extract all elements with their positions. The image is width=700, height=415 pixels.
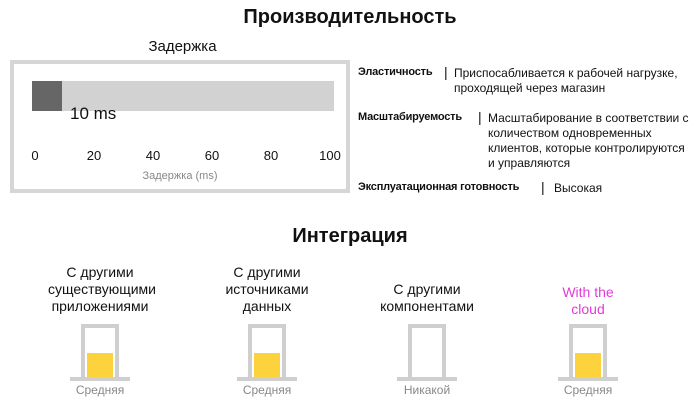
level-cup-icon <box>248 324 286 377</box>
cup-fill <box>87 352 113 377</box>
integration-level: Никакой <box>403 383 451 397</box>
integration-label: С другими компонентами <box>380 281 474 314</box>
property-separator: | <box>444 64 448 80</box>
level-cup-icon <box>408 324 446 377</box>
performance-title: Производительность <box>243 6 457 28</box>
integration-label: С другими существующими приложениями <box>48 264 156 314</box>
cup-base <box>237 377 297 381</box>
latency-label: Задержка <box>148 38 217 55</box>
cup-base <box>558 377 618 381</box>
integration-item-components: С другими компонентами Никакой <box>347 262 507 412</box>
property-separator: | <box>478 109 482 125</box>
cup-fill <box>254 352 280 377</box>
latency-fill <box>32 81 63 111</box>
latency-ticks: 0 20 40 60 80 100 <box>14 148 354 168</box>
integration-item-apps: С другими существующими приложениями Сре… <box>20 262 180 412</box>
property-name: Эксплуатационная готовность <box>358 181 520 193</box>
integration-level: Средняя <box>75 383 125 397</box>
latency-track <box>32 81 334 111</box>
property-separator: | <box>541 179 545 195</box>
property-value: Высокая <box>554 181 603 195</box>
latency-tick: 40 <box>145 148 161 163</box>
level-cup-icon <box>569 324 607 377</box>
integration-title: Интеграция <box>292 225 408 247</box>
cup-base <box>397 377 457 381</box>
latency-tick: 0 <box>31 148 39 163</box>
property-value: Масштабирование в соответствии с количес… <box>488 111 689 170</box>
property-availability: Эксплуатационная готовность | Высокая <box>358 179 698 199</box>
latency-tick: 80 <box>263 148 279 163</box>
latency-axis-label: Задержка (ms) <box>142 170 218 182</box>
integration-item-cloud: With the cloud Средняя <box>508 262 668 412</box>
integration-label: With the cloud <box>562 284 614 317</box>
property-scalability: Масштабируемость | Масштабирование в соо… <box>358 109 698 171</box>
cup-base <box>70 377 130 381</box>
integration-level: Средняя <box>563 383 613 397</box>
integration-label: С другими источниками данных <box>225 264 309 314</box>
property-name: Масштабируемость <box>358 111 462 123</box>
level-cup-icon <box>81 324 119 377</box>
latency-tick: 100 <box>319 148 341 163</box>
cup-fill <box>575 352 601 377</box>
latency-value: 10 ms <box>70 104 117 123</box>
latency-panel: 10 ms 0 20 40 60 80 100 Задержка (ms) <box>10 60 350 193</box>
latency-tick: 20 <box>86 148 102 163</box>
integration-level: Средняя <box>242 383 292 397</box>
latency-tick: 60 <box>204 148 220 163</box>
property-value: Приспосабливается к рабочей нагрузке, пр… <box>454 66 678 95</box>
property-name: Эластичность <box>358 66 433 78</box>
property-elasticity: Эластичность | Приспосабливается к рабоч… <box>358 64 698 100</box>
integration-item-data-sources: С другими источниками данных Средняя <box>187 262 347 412</box>
